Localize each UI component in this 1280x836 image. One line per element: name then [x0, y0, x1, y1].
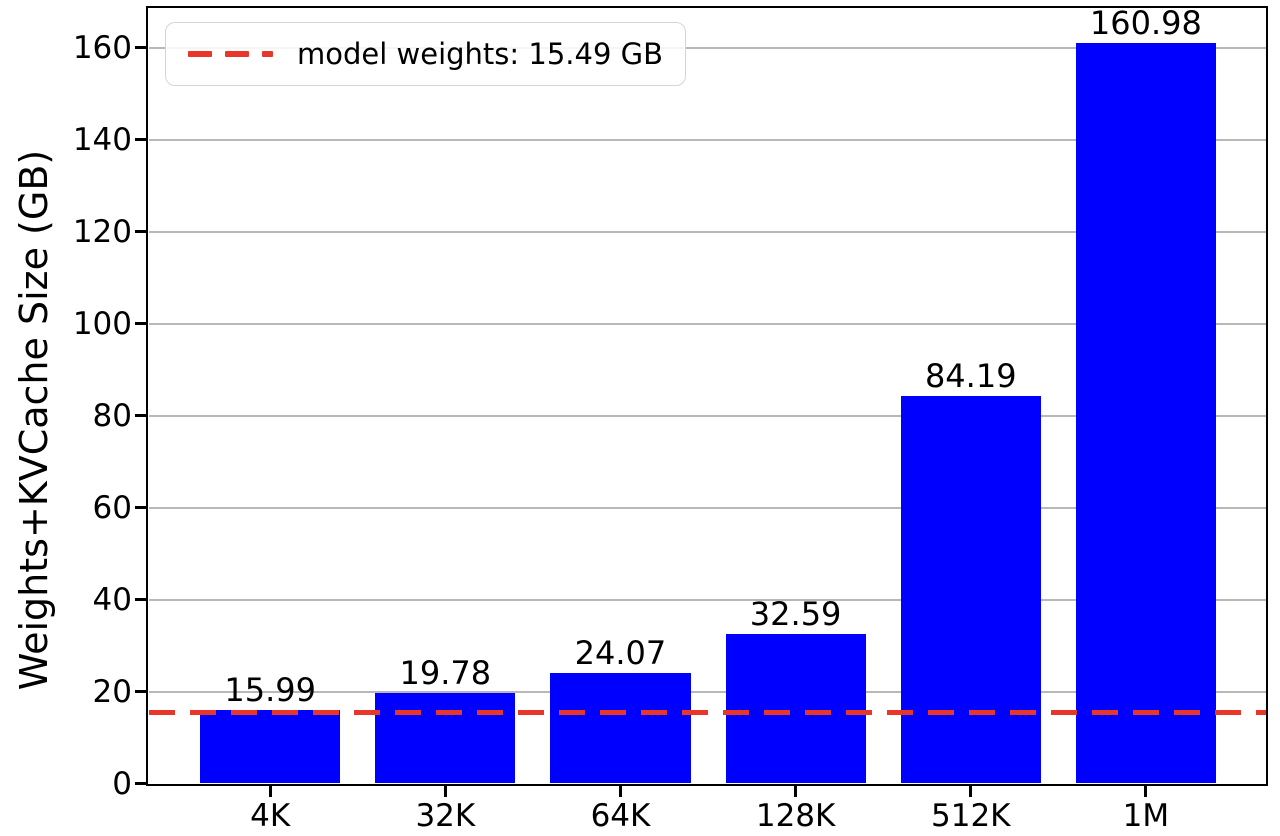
y-tick-label: 160 — [72, 29, 132, 66]
bar — [1075, 43, 1216, 784]
threshold-line — [148, 709, 1266, 715]
y-tick-label: 100 — [72, 305, 132, 342]
gridline — [148, 414, 1266, 417]
x-tick-label: 64K — [590, 797, 651, 834]
y-axis-tick — [135, 782, 146, 785]
y-axis-tick — [135, 46, 146, 50]
gridline — [148, 598, 1266, 601]
y-tick-label: 0 — [112, 765, 132, 802]
bar — [900, 396, 1041, 784]
x-tick-label: 1M — [1122, 797, 1170, 834]
x-axis-tick — [268, 786, 272, 797]
y-axis-tick — [135, 230, 146, 234]
x-axis-tick — [1144, 786, 1148, 797]
bar-value-label: 84.19 — [924, 357, 1017, 396]
y-axis-tick — [135, 690, 146, 693]
bar-value-label: 32.59 — [749, 594, 842, 633]
y-axis-tick — [135, 598, 146, 602]
gridline — [148, 46, 1266, 49]
y-tick-label: 60 — [92, 489, 132, 526]
y-tick-label: 140 — [72, 121, 132, 158]
x-tick-label: 512K — [931, 797, 1011, 834]
y-tick-label: 80 — [92, 397, 132, 434]
x-tick-label: 128K — [755, 797, 836, 834]
x-axis-tick — [969, 786, 973, 797]
gridline — [148, 506, 1266, 509]
x-tick-label: 4K — [250, 797, 291, 834]
bar-value-label: 24.07 — [574, 633, 667, 672]
bar-value-label: 15.99 — [224, 670, 316, 709]
dashed-line-icon — [188, 51, 273, 57]
bar — [550, 672, 691, 784]
y-tick-label: 20 — [92, 673, 132, 710]
y-axis-tick — [135, 506, 146, 510]
bar-value-label: 160.98 — [1089, 4, 1202, 43]
x-axis-tick — [794, 786, 798, 797]
x-tick-label: 32K — [415, 797, 476, 834]
y-axis-tick — [135, 322, 146, 326]
gridline — [148, 322, 1266, 325]
gridline — [148, 690, 1266, 693]
bar — [725, 633, 866, 784]
y-axis-tick — [135, 414, 146, 418]
bar — [200, 709, 341, 784]
x-axis-tick — [618, 786, 622, 797]
y-tick-label: 40 — [92, 581, 132, 618]
y-tick-label: 120 — [72, 213, 132, 250]
bar — [375, 692, 516, 784]
gridline — [148, 230, 1266, 233]
x-axis-tick — [443, 786, 447, 797]
y-axis-tick — [135, 138, 146, 142]
legend-label: model weights: 15.49 GB — [297, 37, 663, 71]
legend-box: model weights: 15.49 GB — [165, 22, 686, 86]
gridline — [148, 138, 1266, 141]
bar-value-label: 19.78 — [399, 653, 492, 692]
